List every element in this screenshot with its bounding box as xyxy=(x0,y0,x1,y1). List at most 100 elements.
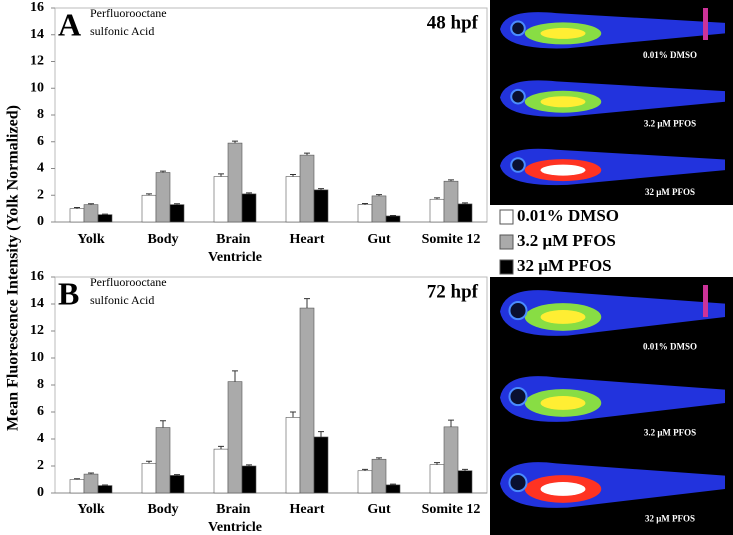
bar xyxy=(97,485,113,494)
error-bar xyxy=(290,174,296,177)
fish-core xyxy=(540,396,586,410)
y-tick-label: 4 xyxy=(37,431,44,446)
image-label: 32 μM PFOS xyxy=(645,514,695,524)
color-scale xyxy=(703,285,708,317)
y-axis-title: Mean Fluorescence Intensity (Yolk Normal… xyxy=(5,105,22,431)
bar xyxy=(313,189,329,223)
chart-subtitle: Perfluorooctane sulfonic Acid xyxy=(90,6,170,38)
bar xyxy=(169,204,185,223)
error-bar xyxy=(232,140,238,144)
legend-swatch xyxy=(499,234,514,250)
y-tick-label: 6 xyxy=(37,404,44,419)
bar xyxy=(155,172,171,223)
error-bar xyxy=(304,152,310,156)
x-tick-label: Somite 12 xyxy=(422,502,481,517)
x-tick-label: Somite 12 xyxy=(422,232,481,247)
x-tick-label: Heart xyxy=(290,502,325,517)
error-bar xyxy=(146,193,152,196)
error-bar xyxy=(246,192,252,194)
fish-eye xyxy=(508,301,528,321)
error-bar xyxy=(376,457,382,460)
error-bar xyxy=(88,472,94,475)
error-bar xyxy=(318,431,324,437)
error-bar xyxy=(362,468,368,471)
legend-label: 3.2 μM PFOS xyxy=(517,231,616,250)
image-label: 0.01% DMSO xyxy=(643,342,697,352)
x-tick-label: Gut xyxy=(367,502,391,517)
error-bar xyxy=(376,194,382,196)
y-tick-label: 0 xyxy=(37,214,44,229)
error-bar xyxy=(462,468,468,471)
bar xyxy=(69,208,85,223)
x-tick-label: Brain Ventricle xyxy=(208,502,262,535)
x-tick-label: Gut xyxy=(367,232,391,247)
bar xyxy=(285,176,301,223)
bar xyxy=(227,142,243,223)
error-bar xyxy=(218,173,224,177)
bar xyxy=(443,426,459,494)
fish-eye xyxy=(510,20,526,37)
y-tick-label: 2 xyxy=(37,187,44,202)
fish-core xyxy=(540,27,586,39)
x-tick-label: Heart xyxy=(290,232,325,247)
fish-eye xyxy=(510,88,526,105)
bar xyxy=(385,215,401,223)
error-bar xyxy=(160,420,166,428)
y-tick-label: 10 xyxy=(30,80,44,95)
bar xyxy=(457,203,473,223)
bar xyxy=(385,484,401,494)
error-bar xyxy=(434,462,440,465)
y-tick-label: 2 xyxy=(37,458,44,473)
plot-frame xyxy=(54,276,488,494)
bar xyxy=(457,470,473,494)
y-tick-label: 8 xyxy=(37,377,44,392)
error-bar xyxy=(146,460,152,464)
x-tick-label: Yolk xyxy=(77,232,104,247)
error-bar xyxy=(390,214,396,216)
bar xyxy=(83,204,99,223)
bar xyxy=(213,176,229,223)
x-tick-label: Body xyxy=(147,232,178,247)
chart-title: 72 hpf xyxy=(427,281,479,302)
bar xyxy=(155,427,171,494)
bar xyxy=(97,214,113,223)
y-tick-label: 4 xyxy=(37,161,44,176)
legend-label: 32 μM PFOS xyxy=(517,256,612,275)
legend-swatch xyxy=(499,209,514,225)
bar xyxy=(69,479,85,494)
image-label: 3.2 μM PFOS xyxy=(644,118,696,128)
error-bar xyxy=(318,188,324,190)
x-tick-label: Body xyxy=(147,502,178,517)
fish-core xyxy=(540,310,586,324)
bar xyxy=(371,458,387,494)
error-bar xyxy=(74,478,80,480)
error-bar xyxy=(462,202,468,204)
bar xyxy=(241,465,257,494)
bar xyxy=(227,381,243,494)
fish-eye xyxy=(508,473,528,493)
error-bar xyxy=(174,474,180,476)
error-bar xyxy=(448,179,454,182)
bar xyxy=(443,180,459,223)
legend-swatch xyxy=(499,259,514,275)
bar xyxy=(213,448,229,494)
y-tick-label: 12 xyxy=(30,323,44,338)
error-bar xyxy=(304,298,310,309)
bar xyxy=(299,154,315,223)
chart-title: 48 hpf xyxy=(427,12,479,33)
bar xyxy=(313,436,329,494)
y-tick-label: 16 xyxy=(30,269,44,284)
y-tick-label: 12 xyxy=(30,54,44,69)
error-bar xyxy=(362,203,368,205)
error-bar xyxy=(246,464,252,466)
y-tick-label: 8 xyxy=(37,107,44,122)
error-bar xyxy=(218,445,224,450)
image-label: 0.01% DMSO xyxy=(643,50,697,60)
error-bar xyxy=(434,197,440,200)
bar xyxy=(357,470,373,494)
chart-subtitle: Perfluorooctane sulfonic Acid xyxy=(90,275,170,307)
fish-core xyxy=(540,164,586,176)
color-scale xyxy=(703,8,708,40)
bar xyxy=(429,464,445,494)
